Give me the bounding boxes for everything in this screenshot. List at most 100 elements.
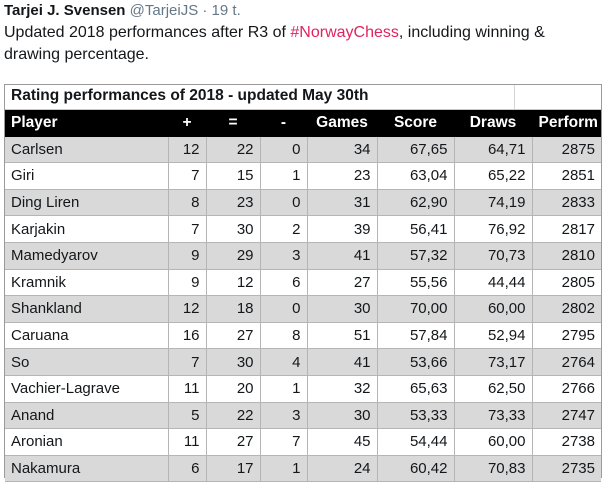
cell-games: 31 — [307, 189, 378, 217]
cell-draws-pct: 44,44 — [454, 269, 533, 297]
cell-score: 67,65 — [377, 136, 455, 164]
table-row: So 7 30 4 41 53,66 73,17 2764 — [5, 348, 601, 376]
hashtag-link[interactable]: #NorwayChess — [290, 24, 399, 41]
cell-games: 23 — [307, 162, 378, 190]
cell-draws-pct: 70,73 — [454, 242, 533, 270]
table-row: Carlsen 12 22 0 34 67,65 64,71 2875 — [5, 136, 601, 164]
cell-score: 63,04 — [377, 162, 455, 190]
cell-draws-count: 22 — [206, 402, 261, 430]
cell-performance: 2833 — [532, 189, 601, 217]
cell-score: 55,56 — [377, 269, 455, 297]
cell-games: 30 — [307, 295, 378, 323]
tweet-header: Tarjei J. Svensen @TarjeiJS · 19 t. — [4, 2, 241, 19]
table-row: Caruana 16 27 8 51 57,84 52,94 2795 — [5, 322, 601, 350]
cell-draws-pct: 73,33 — [454, 402, 533, 430]
cell-score: 53,66 — [377, 348, 455, 376]
cell-wins: 7 — [168, 215, 207, 243]
cell-draws-count: 30 — [206, 348, 261, 376]
table-row: Giri 7 15 1 23 63,04 65,22 2851 — [5, 162, 601, 190]
cell-draws-count: 30 — [206, 215, 261, 243]
cell-performance: 2795 — [532, 322, 601, 350]
cell-score: 70,00 — [377, 295, 455, 323]
cell-player-name: Mamedyarov — [5, 242, 169, 270]
cell-wins: 8 — [168, 189, 207, 217]
cell-player-name: Giri — [5, 162, 169, 190]
cell-player-name: Nakamura — [5, 455, 169, 482]
cell-games: 41 — [307, 242, 378, 270]
author-name[interactable]: Tarjei J. Svensen — [4, 2, 126, 19]
cell-draws-pct: 60,00 — [454, 295, 533, 323]
col-header-player: Player — [5, 110, 169, 137]
cell-wins: 5 — [168, 402, 207, 430]
cell-draws-pct: 60,00 — [454, 428, 533, 456]
tweet-text-before: Updated 2018 performances after R3 of — [4, 24, 291, 41]
cell-performance: 2764 — [532, 348, 601, 376]
col-header-draws-pct: Draws — [454, 110, 533, 137]
sheet-title: Rating performances of 2018 - updated Ma… — [11, 87, 369, 104]
cell-losses: 8 — [260, 322, 308, 350]
cell-losses: 0 — [260, 189, 308, 217]
cell-performance: 2738 — [532, 428, 601, 456]
cell-draws-pct: 65,22 — [454, 162, 533, 190]
cell-draws-count: 27 — [206, 428, 261, 456]
cell-draws-pct: 74,19 — [454, 189, 533, 217]
cell-wins: 9 — [168, 269, 207, 297]
cell-losses: 0 — [260, 295, 308, 323]
cell-score: 62,90 — [377, 189, 455, 217]
cell-losses: 7 — [260, 428, 308, 456]
cell-player-name: Carlsen — [5, 136, 169, 164]
cell-losses: 1 — [260, 455, 308, 482]
col-header-games: Games — [307, 110, 378, 137]
cell-performance: 2875 — [532, 136, 601, 164]
cell-draws-count: 23 — [206, 189, 261, 217]
cell-player-name: Ding Liren — [5, 189, 169, 217]
cell-player-name: Kramnik — [5, 269, 169, 297]
cell-draws-count: 15 — [206, 162, 261, 190]
author-handle[interactable]: @TarjeiJS — [129, 2, 199, 19]
cell-performance: 2851 — [532, 162, 601, 190]
cell-draws-count: 20 — [206, 375, 261, 403]
cell-performance: 2810 — [532, 242, 601, 270]
cell-player-name: Shankland — [5, 295, 169, 323]
col-header-score: Score — [377, 110, 455, 137]
cell-losses: 3 — [260, 242, 308, 270]
cell-games: 45 — [307, 428, 378, 456]
cell-games: 30 — [307, 402, 378, 430]
cell-draws-pct: 70,83 — [454, 455, 533, 482]
col-header-draws-count: = — [206, 110, 261, 137]
table-row: Nakamura 6 17 1 24 60,42 70,83 2735 — [5, 455, 601, 482]
cell-wins: 11 — [168, 375, 207, 403]
cell-performance: 2817 — [532, 215, 601, 243]
col-header-losses: - — [260, 110, 308, 137]
cell-wins: 11 — [168, 428, 207, 456]
cell-player-name: Caruana — [5, 322, 169, 350]
cell-wins: 6 — [168, 455, 207, 482]
grid-line — [514, 85, 515, 109]
cell-games: 32 — [307, 375, 378, 403]
table-row: Kramnik 9 12 6 27 55,56 44,44 2805 — [5, 269, 601, 297]
cell-draws-pct: 62,50 — [454, 375, 533, 403]
cell-draws-count: 29 — [206, 242, 261, 270]
cell-player-name: Aronian — [5, 428, 169, 456]
cell-draws-count: 22 — [206, 136, 261, 164]
table-row: Anand 5 22 3 30 53,33 73,33 2747 — [5, 402, 601, 430]
cell-performance: 2735 — [532, 455, 601, 482]
cell-losses: 4 — [260, 348, 308, 376]
cell-score: 57,84 — [377, 322, 455, 350]
cell-losses: 3 — [260, 402, 308, 430]
cell-performance: 2766 — [532, 375, 601, 403]
cell-losses: 6 — [260, 269, 308, 297]
cell-draws-pct: 64,71 — [454, 136, 533, 164]
cell-wins: 7 — [168, 348, 207, 376]
cell-performance: 2805 — [532, 269, 601, 297]
spreadsheet-image[interactable]: Rating performances of 2018 - updated Ma… — [4, 84, 602, 482]
table-body: Carlsen 12 22 0 34 67,65 64,71 2875 Giri 7 15 1 23 63… — [5, 136, 601, 482]
tweet-timestamp[interactable]: 19 t. — [211, 2, 241, 19]
cell-score: 57,32 — [377, 242, 455, 270]
col-header-perform: Perform — [532, 110, 601, 137]
cell-draws-count: 17 — [206, 455, 261, 482]
cell-wins: 16 — [168, 322, 207, 350]
cell-wins: 12 — [168, 295, 207, 323]
table-row: Karjakin 7 30 2 39 56,41 76,92 2817 — [5, 215, 601, 243]
cell-games: 24 — [307, 455, 378, 482]
